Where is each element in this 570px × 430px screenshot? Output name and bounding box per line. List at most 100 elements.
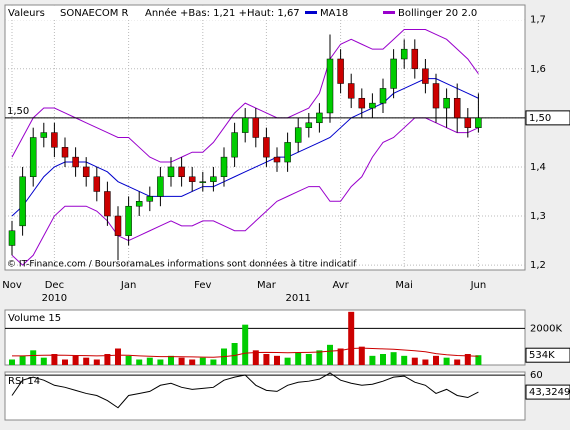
volume-bar [464,354,471,365]
x-tick-label: Nov [2,280,22,291]
volume-bar [316,350,323,365]
panel-title: Volume 15 [8,313,61,324]
candle-body [443,97,450,109]
candle-body [369,102,376,109]
candle-body [19,176,26,227]
volume-bar [125,355,132,365]
candle-body [29,137,37,178]
volume-bar [157,359,164,365]
x-tick-label: Dec [45,280,64,291]
x-tick-label: Mai [395,280,413,291]
value-tag [525,347,570,363]
candle-body [358,97,366,109]
candle-body [273,156,281,163]
y-tick-label: 2000K [530,323,562,334]
volume-bar [263,354,270,365]
candle-body [114,215,122,236]
y-tick-label: 1,6 [530,64,546,75]
volume-bar [104,354,111,365]
volume-bar [40,357,47,365]
candle-body [199,181,207,183]
indicator-line [11,117,479,266]
rsi-line [11,372,479,409]
legend-swatch [383,11,395,14]
candle-body [188,176,196,182]
volume-bar [136,359,143,365]
volume-bar [337,348,344,365]
candle-body [464,117,472,128]
volume-bar [358,346,365,365]
volume-bar [242,324,249,365]
volume-bar [115,348,121,365]
indicator-line [11,29,479,163]
indicator-line [11,78,479,217]
candle-body [135,201,143,207]
volume-bar [433,355,439,365]
year-label: 2011 [285,293,310,304]
year-label: 2010 [42,293,67,304]
candle-body [72,156,79,168]
volume-bar [274,355,280,365]
volume-bar [422,359,429,365]
header-text: SONAECOM R [60,8,129,19]
volume-bar [252,350,259,365]
candle-body [220,156,228,178]
legend-label: Bollinger 20 2.0 [398,8,477,19]
candle-body [125,205,132,236]
candle-body [284,142,291,163]
volume-bar [475,355,482,365]
volume-bar [411,357,418,365]
volume-bar [199,357,206,365]
candle-body [316,112,323,124]
candle-body [475,117,482,128]
candle-body [8,230,16,246]
candle-body [210,176,217,182]
y-tick-label: 1,3 [530,211,546,222]
candle-body [40,132,48,138]
volume-average [12,347,479,358]
y-tick-label: 1,4 [530,162,546,173]
volume-bar [168,355,174,365]
candle-body [167,166,175,178]
volume-bar [443,357,450,365]
candle-body [252,117,260,138]
y-tick-label: 1,2 [530,260,546,271]
candle-body [231,132,238,158]
candle-body [347,83,355,99]
volume-bar [454,359,461,365]
candle-body [82,166,90,178]
reference-label: 1,50 [7,106,29,117]
volume-bar [295,352,302,365]
footer-note: © IT-Finance.com / BoursoramaLes informa… [7,259,357,270]
candle-body [61,147,69,158]
x-tick-label: Fev [194,280,211,291]
legend-label: MA18 [320,8,348,19]
volume-bar [93,359,100,365]
panel-title: RSI 14 [8,376,40,387]
value-tag [525,110,570,126]
y-tick-label: 60 [530,370,543,381]
candle-body [157,176,164,197]
volume-bar [146,357,153,365]
header-box [6,6,524,20]
value-tag-label: 534K [529,350,555,361]
volume-bar [231,343,238,365]
volume-bar [83,357,90,365]
volume-bar [210,359,217,365]
candle-body [178,166,185,178]
legend-swatch [305,11,317,14]
plot-area [4,371,526,421]
candle-body [263,137,270,158]
candle-body [432,83,440,109]
volume-bar [390,352,397,365]
candle-body [305,122,313,128]
candle-body [104,191,111,217]
volume-bar [51,354,58,365]
header-text: Année +Bas: 1,21 +Haut: 1,67 [145,7,300,19]
volume-bar [178,357,185,365]
candle-body [326,58,334,114]
x-tick-label: Jan [120,280,136,291]
header-text: Valeurs [8,8,45,19]
candle-body [453,97,461,119]
